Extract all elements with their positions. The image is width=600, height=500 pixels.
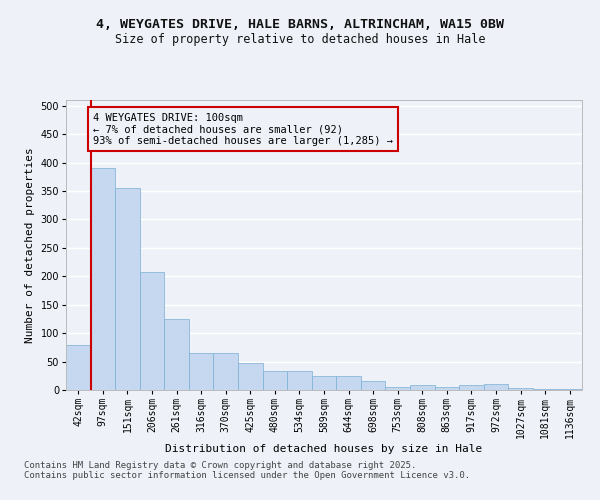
Bar — [557, 389, 582, 390]
Text: Size of property relative to detached houses in Hale: Size of property relative to detached ho… — [115, 32, 485, 46]
Bar — [66, 344, 91, 390]
Bar — [484, 384, 508, 390]
Bar — [189, 353, 214, 390]
Bar — [434, 387, 459, 390]
Bar — [312, 376, 336, 390]
Text: 4, WEYGATES DRIVE, HALE BARNS, ALTRINCHAM, WA15 0BW: 4, WEYGATES DRIVE, HALE BARNS, ALTRINCHA… — [96, 18, 504, 30]
X-axis label: Distribution of detached houses by size in Hale: Distribution of detached houses by size … — [166, 444, 482, 454]
Bar — [91, 168, 115, 390]
Bar — [336, 376, 361, 390]
Bar — [214, 353, 238, 390]
Bar — [361, 382, 385, 390]
Text: 4 WEYGATES DRIVE: 100sqm
← 7% of detached houses are smaller (92)
93% of semi-de: 4 WEYGATES DRIVE: 100sqm ← 7% of detache… — [93, 112, 393, 146]
Bar — [140, 272, 164, 390]
Bar — [164, 319, 189, 390]
Y-axis label: Number of detached properties: Number of detached properties — [25, 147, 35, 343]
Bar — [263, 371, 287, 390]
Bar — [287, 371, 312, 390]
Bar — [385, 387, 410, 390]
Bar — [459, 386, 484, 390]
Bar — [508, 388, 533, 390]
Text: Contains HM Land Registry data © Crown copyright and database right 2025.
Contai: Contains HM Land Registry data © Crown c… — [24, 460, 470, 480]
Bar — [238, 364, 263, 390]
Bar — [410, 386, 434, 390]
Bar — [115, 188, 140, 390]
